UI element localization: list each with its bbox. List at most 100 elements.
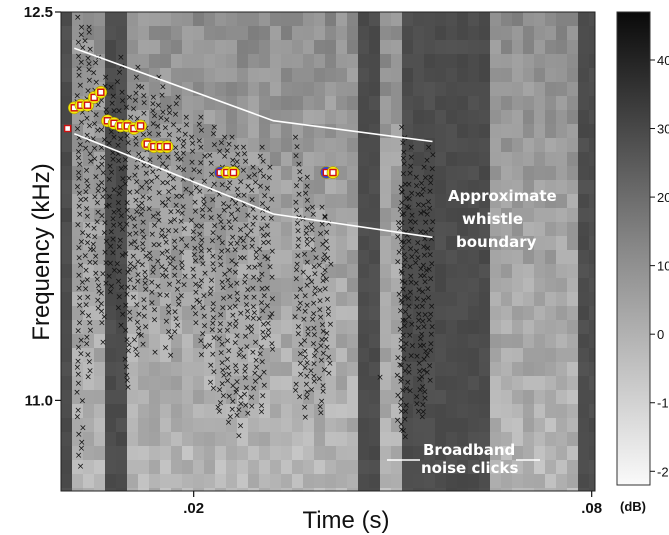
spectrogram-cell — [435, 236, 447, 251]
click-mark: × — [291, 312, 299, 322]
spectrogram-cell — [446, 320, 458, 335]
click-mark: × — [108, 99, 116, 109]
spectrogram-cell — [325, 264, 337, 279]
click-mark: × — [211, 140, 219, 150]
click-mark: × — [294, 219, 302, 229]
click-mark: × — [242, 362, 250, 372]
spectrogram-cell — [347, 460, 359, 475]
spectrogram-cell — [380, 12, 392, 27]
spectrogram-cell — [347, 250, 359, 265]
click-mark: × — [169, 254, 177, 264]
spectrogram-cell — [182, 54, 194, 69]
click-mark: × — [256, 373, 264, 383]
click-mark: × — [394, 416, 402, 426]
spectrogram-cell — [281, 110, 293, 125]
click-mark: × — [260, 320, 268, 330]
click-mark: × — [135, 330, 143, 340]
click-mark: × — [117, 183, 125, 193]
click-mark: × — [327, 320, 335, 330]
spectrogram-cell — [160, 250, 172, 265]
click-mark: × — [397, 420, 405, 430]
click-mark: × — [124, 139, 132, 149]
spectrogram-cell — [292, 446, 304, 461]
spectrogram-cell — [424, 40, 436, 55]
spectrogram-cell — [556, 432, 568, 447]
spectrogram-cell — [314, 432, 326, 447]
spectrogram-cell — [556, 208, 568, 223]
spectrogram-cell — [193, 12, 205, 27]
spectrogram-cell — [369, 12, 381, 27]
spectrogram-cell — [149, 180, 161, 195]
click-mark: × — [76, 318, 84, 328]
spectrogram-cell — [556, 320, 568, 335]
click-mark: × — [268, 340, 276, 350]
click-mark: × — [316, 374, 324, 384]
spectrogram-cell — [204, 194, 216, 209]
click-mark: × — [245, 172, 253, 182]
spectrogram-cell — [237, 278, 249, 293]
spectrogram-cell — [61, 432, 73, 447]
spectrogram-cell — [358, 222, 370, 237]
click-mark: × — [317, 408, 325, 418]
spectrogram-cell — [215, 236, 227, 251]
spectrogram-cell — [292, 418, 304, 433]
spectrogram-cell — [226, 250, 238, 265]
click-mark: × — [311, 331, 319, 341]
spectrogram-cell — [578, 208, 590, 223]
click-mark: × — [95, 287, 103, 297]
click-mark: × — [259, 307, 267, 317]
spectrogram-cell — [72, 474, 84, 489]
spectrogram-cell — [589, 124, 595, 139]
click-mark: × — [232, 317, 240, 327]
spectrogram-cell — [292, 404, 304, 419]
spectrogram-cell — [138, 474, 150, 489]
spectrogram-cell — [325, 68, 337, 83]
spectrogram-cell — [215, 124, 227, 139]
spectrogram-cell — [292, 376, 304, 391]
spectrogram-cell — [105, 460, 117, 475]
click-mark: × — [145, 204, 153, 214]
click-mark: × — [90, 240, 98, 250]
spectrogram-cell — [127, 376, 139, 391]
click-mark: × — [219, 180, 227, 190]
spectrogram-cell — [446, 348, 458, 363]
spectrogram-cell — [457, 264, 469, 279]
spectrogram-cell — [83, 404, 95, 419]
spectrogram-cell — [336, 152, 348, 167]
spectrogram-cell — [369, 124, 381, 139]
spectrogram-cell — [567, 488, 579, 491]
spectrogram-cell — [512, 194, 524, 209]
spectrogram-cell — [281, 96, 293, 111]
spectrogram-cell — [160, 488, 172, 491]
click-mark: × — [139, 193, 147, 203]
click-mark: × — [146, 184, 154, 194]
spectrogram-cell — [490, 306, 502, 321]
click-mark: × — [421, 251, 429, 261]
colorbar-tick-label: 10 — [657, 259, 669, 274]
click-mark: × — [146, 162, 154, 172]
click-mark: × — [400, 160, 408, 170]
spectrogram-cell — [556, 222, 568, 237]
spectrogram-cell — [83, 250, 95, 265]
spectrogram-cell — [358, 278, 370, 293]
spectrogram-cell — [61, 194, 73, 209]
click-mark: × — [225, 203, 233, 213]
whistle-point-square — [163, 142, 171, 151]
click-mark: × — [171, 271, 179, 281]
spectrogram-cell — [292, 138, 304, 153]
click-mark: × — [260, 368, 268, 378]
spectrogram-cell — [457, 194, 469, 209]
spectrogram-cell — [567, 236, 579, 251]
spectrogram-cell — [314, 306, 326, 321]
click-mark: × — [408, 320, 416, 330]
click-mark: × — [124, 283, 132, 293]
click-mark: × — [206, 206, 214, 216]
click-mark: × — [423, 351, 431, 361]
spectrogram-cell — [226, 54, 238, 69]
spectrogram-cell — [457, 68, 469, 83]
click-mark: × — [83, 333, 91, 343]
spectrogram-cell — [281, 40, 293, 55]
spectrogram-cell — [446, 208, 458, 223]
spectrogram-cell — [578, 180, 590, 195]
click-mark: × — [78, 438, 86, 448]
